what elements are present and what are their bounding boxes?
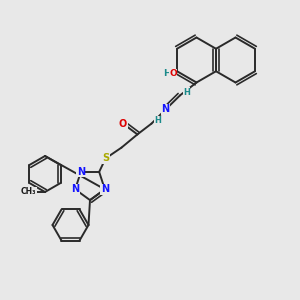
- Text: S: S: [102, 153, 109, 164]
- Text: O: O: [169, 69, 177, 78]
- Text: H: H: [183, 88, 190, 97]
- Text: N: N: [161, 104, 170, 115]
- Text: N: N: [71, 184, 79, 194]
- Text: H: H: [163, 69, 170, 78]
- Text: N: N: [77, 167, 85, 177]
- Text: CH₃: CH₃: [21, 188, 36, 196]
- Text: N: N: [101, 184, 109, 194]
- Text: H: H: [155, 116, 161, 125]
- Text: O: O: [119, 118, 127, 129]
